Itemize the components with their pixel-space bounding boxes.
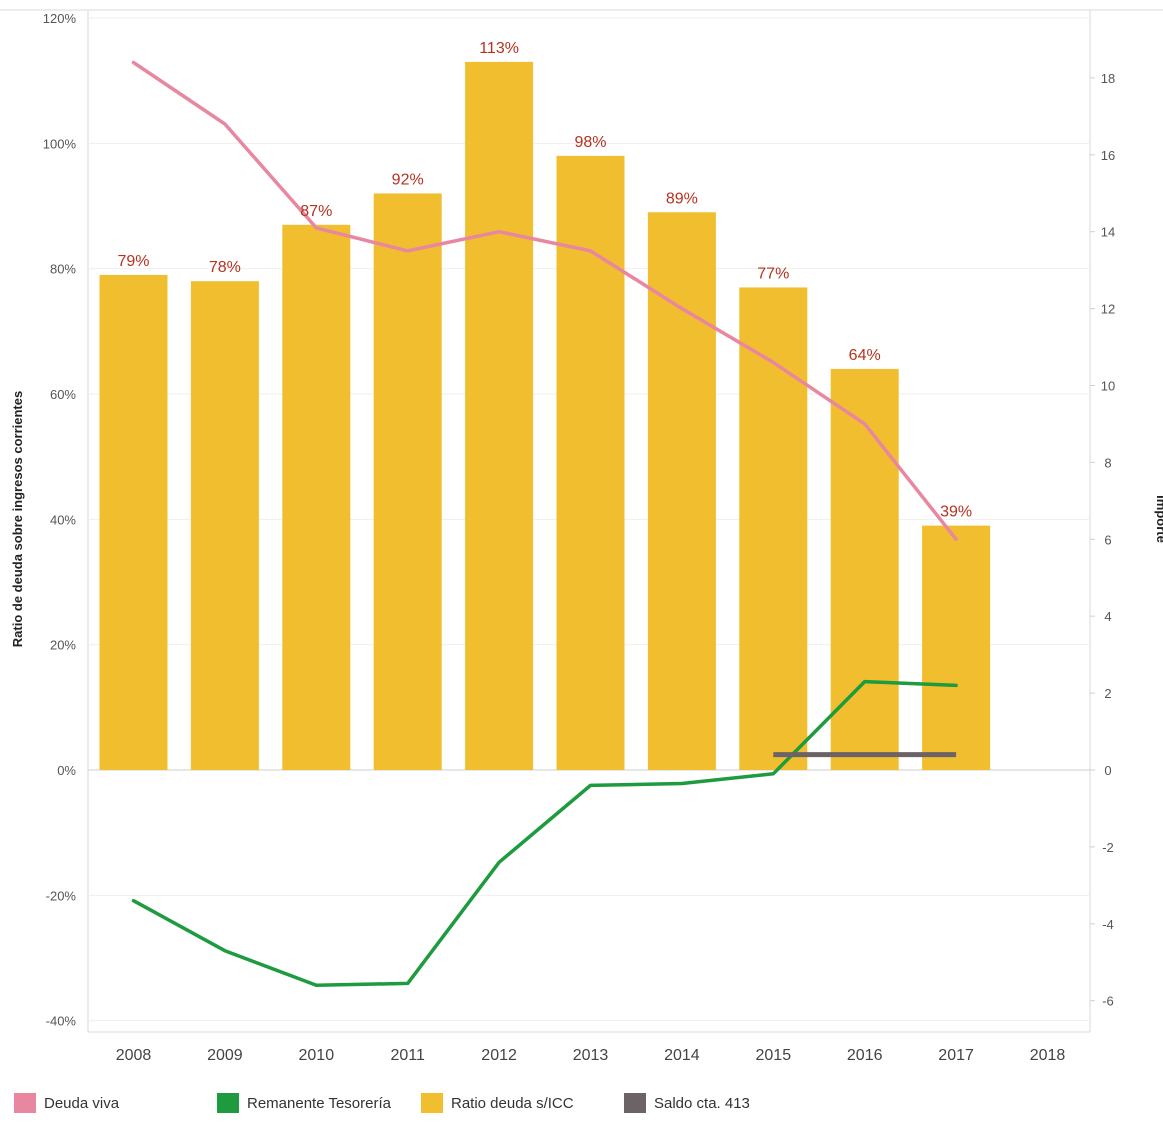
y2-tick-label: 14 [1101,225,1115,240]
legend-label: Remanente Tesorería [247,1094,391,1112]
y-tick-label: 60% [50,387,76,402]
data-label: 77% [757,265,789,282]
bar-2011[interactable] [373,193,442,770]
bar-2013[interactable] [556,155,625,770]
y2-tick-label: 6 [1104,532,1111,547]
legend-swatch-remanente-tesoreria [217,1093,239,1113]
data-label: 78% [209,259,241,276]
data-label: 92% [392,171,424,188]
y2-tick-label: 2 [1104,686,1111,701]
legend-item-ratio-deuda[interactable]: Ratio deuda s/ICC [421,1091,574,1115]
bar-2009[interactable] [190,281,259,770]
x-tick-label: 2015 [756,1047,792,1064]
y2-tick-label: 18 [1101,71,1115,86]
x-tick-label: 2010 [299,1047,335,1064]
legend-label: Saldo cta. 413 [654,1094,750,1112]
y-tick-label: 40% [50,512,76,527]
bar-2010[interactable] [282,224,351,771]
y2-axis-title: Importe [1154,495,1163,543]
y2-tick-label: 0 [1104,763,1111,778]
y2-tick-label: 16 [1101,148,1115,163]
y2-tick-label: -4 [1102,917,1114,932]
x-tick-label: 2009 [207,1047,243,1064]
x-tick-label: 2016 [847,1047,883,1064]
x-tick-label: 2018 [1030,1047,1066,1064]
y-tick-label: 0% [57,763,76,778]
data-label: 87% [300,203,332,220]
y2-tick-label: 4 [1104,609,1111,624]
y-tick-label: -40% [46,1014,77,1029]
x-tick-label: 2011 [390,1047,425,1064]
chart: 120% 100% 80% 60% 40% 20% 0% -20% -40% 18 16 14 12 10… [0,9,1163,1064]
legend-item-remanente-tesoreria[interactable]: Remanente Tesorería [217,1091,391,1115]
y-tick-label: -20% [46,888,77,903]
bar-2015[interactable] [739,287,808,770]
y-tick-label: 20% [50,638,76,653]
y-axis-title: Ratio de deuda sobre ingresos corrientes [10,391,25,647]
bar-2012[interactable] [465,61,534,771]
line-series-remanente-tesoreria[interactable] [131,679,958,988]
legend-swatch-saldo-cta-413 [624,1093,646,1113]
data-label: 79% [117,253,149,270]
x-tick-label: 2014 [664,1047,700,1064]
legend-label: Deuda viva [44,1094,120,1112]
bar-2014[interactable] [647,212,716,770]
data-label: 98% [574,134,606,151]
x-tick-label: 2012 [481,1047,517,1064]
x-tick-label: 2017 [938,1047,974,1064]
data-label: 113% [479,40,519,57]
y2-tick-label: -2 [1102,840,1114,855]
legend-swatch-deuda-viva [14,1093,36,1113]
line-series-deuda-viva[interactable] [131,60,958,542]
bar-2016[interactable] [830,368,899,770]
data-label: 89% [666,190,698,207]
data-label: 64% [849,347,881,364]
legend-item-saldo-cta-413[interactable]: Saldo cta. 413 [624,1091,750,1115]
legend-swatch-ratio-deuda [421,1093,443,1113]
y2-tick-label: 10 [1101,379,1115,394]
y-tick-label: 80% [50,262,76,277]
legend: Deuda viva Remanente Tesorería Ratio deu… [0,1085,1163,1119]
y-tick-label: 100% [43,136,77,151]
data-label: 39% [940,504,972,521]
bar-2008[interactable] [99,274,168,770]
x-tick-label: 2008 [116,1047,152,1064]
chart-svg: 120% 100% 80% 60% 40% 20% 0% -20% -40% 18 16 14 12 10… [0,9,1163,1064]
x-tick-label: 2013 [573,1047,609,1064]
y-tick-label: 120% [43,11,77,26]
legend-item-deuda-viva[interactable]: Deuda viva [14,1091,119,1115]
legend-label: Ratio deuda s/ICC [451,1094,574,1112]
y2-tick-label: -6 [1102,994,1114,1009]
y2-tick-label: 8 [1104,455,1111,470]
y2-tick-label: 12 [1101,302,1115,317]
bar-2017[interactable] [922,525,991,770]
